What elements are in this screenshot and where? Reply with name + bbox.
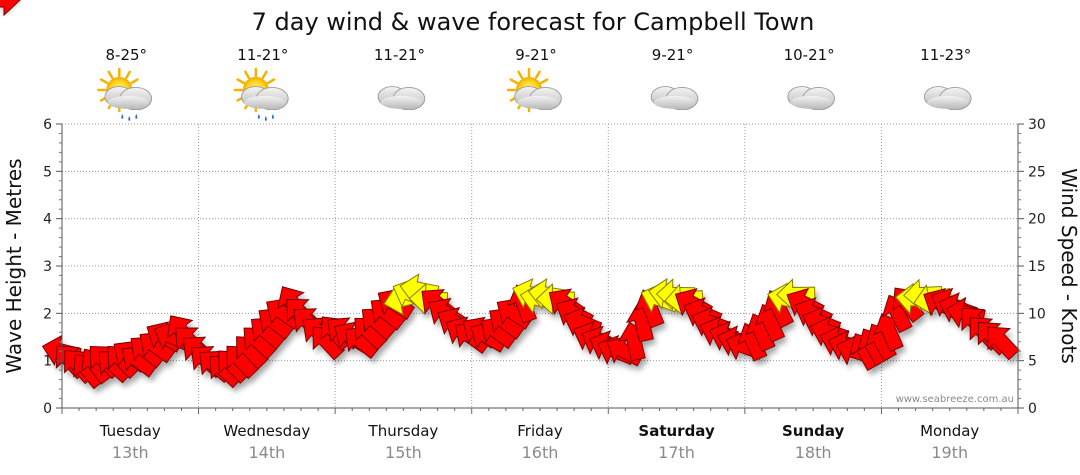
- cloud-shape: [514, 86, 562, 110]
- day-name: Monday: [920, 422, 979, 440]
- temperature-range: 11-21°: [237, 46, 288, 64]
- raindrop: [257, 114, 260, 119]
- y-axis-right-label: Wind Speed - Knots: [1057, 168, 1080, 364]
- cloud-icon: [787, 86, 835, 110]
- day-name: Wednesday: [223, 422, 310, 440]
- sun-ray: [107, 70, 114, 80]
- wind-arrow: [0, 0, 21, 17]
- tick-label-right: 0: [1028, 401, 1037, 417]
- sun-ray: [534, 70, 541, 80]
- wind-arrow: [987, 326, 1020, 361]
- cloud-shape: [104, 86, 153, 110]
- cloud-shape: [377, 86, 426, 110]
- sun-cloud-rain-icon: [97, 67, 153, 121]
- tick-label-right: 25: [1028, 164, 1046, 180]
- sun-ray: [517, 70, 524, 80]
- sun-ray: [539, 78, 549, 85]
- day-date: 15th: [385, 443, 422, 462]
- day-date: 17th: [658, 443, 695, 462]
- tick-label-right: 15: [1028, 259, 1046, 275]
- day-name: Saturday: [638, 422, 715, 440]
- tick-label-right: 10: [1028, 306, 1046, 322]
- sun-ray: [236, 78, 245, 85]
- tick-label-right: 5: [1028, 354, 1037, 370]
- day-name: Friday: [517, 422, 563, 440]
- temperature-range: 11-23°: [920, 46, 971, 64]
- tick-label-right: 20: [1028, 212, 1046, 228]
- tick-label-left: 4: [43, 212, 52, 228]
- tick-label-left: 6: [43, 117, 52, 133]
- cloud-shape: [787, 86, 835, 110]
- cloud-shape: [650, 86, 699, 110]
- raindrop: [135, 114, 138, 119]
- y-axis-left-label: Wave Height - Metres: [2, 158, 26, 373]
- cloud-icon: [377, 86, 426, 110]
- raindrop: [121, 114, 124, 119]
- sun-ray: [130, 78, 139, 85]
- tick-label-right: 30: [1028, 117, 1046, 133]
- day-date: 14th: [248, 443, 285, 462]
- raindrop: [128, 116, 131, 121]
- tick-label-left: 3: [43, 259, 52, 275]
- day-name: Sunday: [782, 422, 845, 440]
- raindrop: [271, 114, 274, 119]
- cloud-icon: [923, 86, 972, 110]
- sun-ray: [509, 78, 519, 85]
- sun-cloud-rain-icon: [233, 67, 289, 121]
- sun-ray: [99, 78, 109, 85]
- chart-title: 7 day wind & wave forecast for Campbell …: [252, 8, 815, 36]
- day-date: 13th: [112, 443, 149, 462]
- sun-ray: [266, 78, 276, 85]
- tick-label-left: 1: [43, 354, 52, 370]
- sun-ray: [125, 70, 132, 80]
- tick-label-left: 5: [43, 164, 52, 180]
- cloud-shape: [923, 86, 972, 110]
- tick-label-left: 2: [43, 306, 52, 322]
- cloud-shape: [241, 86, 289, 110]
- day-name: Tuesday: [99, 422, 161, 440]
- day-date: 18th: [795, 443, 832, 462]
- cloud-icon: [650, 86, 699, 110]
- day-date: 16th: [522, 443, 559, 462]
- sun-ray: [261, 70, 268, 80]
- day-date: 19th: [931, 443, 968, 462]
- sun-ray: [244, 70, 251, 80]
- watermark: www.seabreeze.com.au: [896, 394, 1014, 405]
- sun-cloud-icon: [506, 67, 562, 113]
- tick-label-left: 0: [43, 401, 52, 417]
- day-name: Thursday: [368, 422, 439, 440]
- raindrop: [264, 116, 267, 121]
- temperature-range: 8-25°: [106, 46, 148, 64]
- temperature-range: 9-21°: [652, 46, 694, 64]
- temperature-range: 9-21°: [515, 46, 557, 64]
- temperature-range: 11-21°: [374, 46, 425, 64]
- temperature-range: 10-21°: [784, 46, 835, 64]
